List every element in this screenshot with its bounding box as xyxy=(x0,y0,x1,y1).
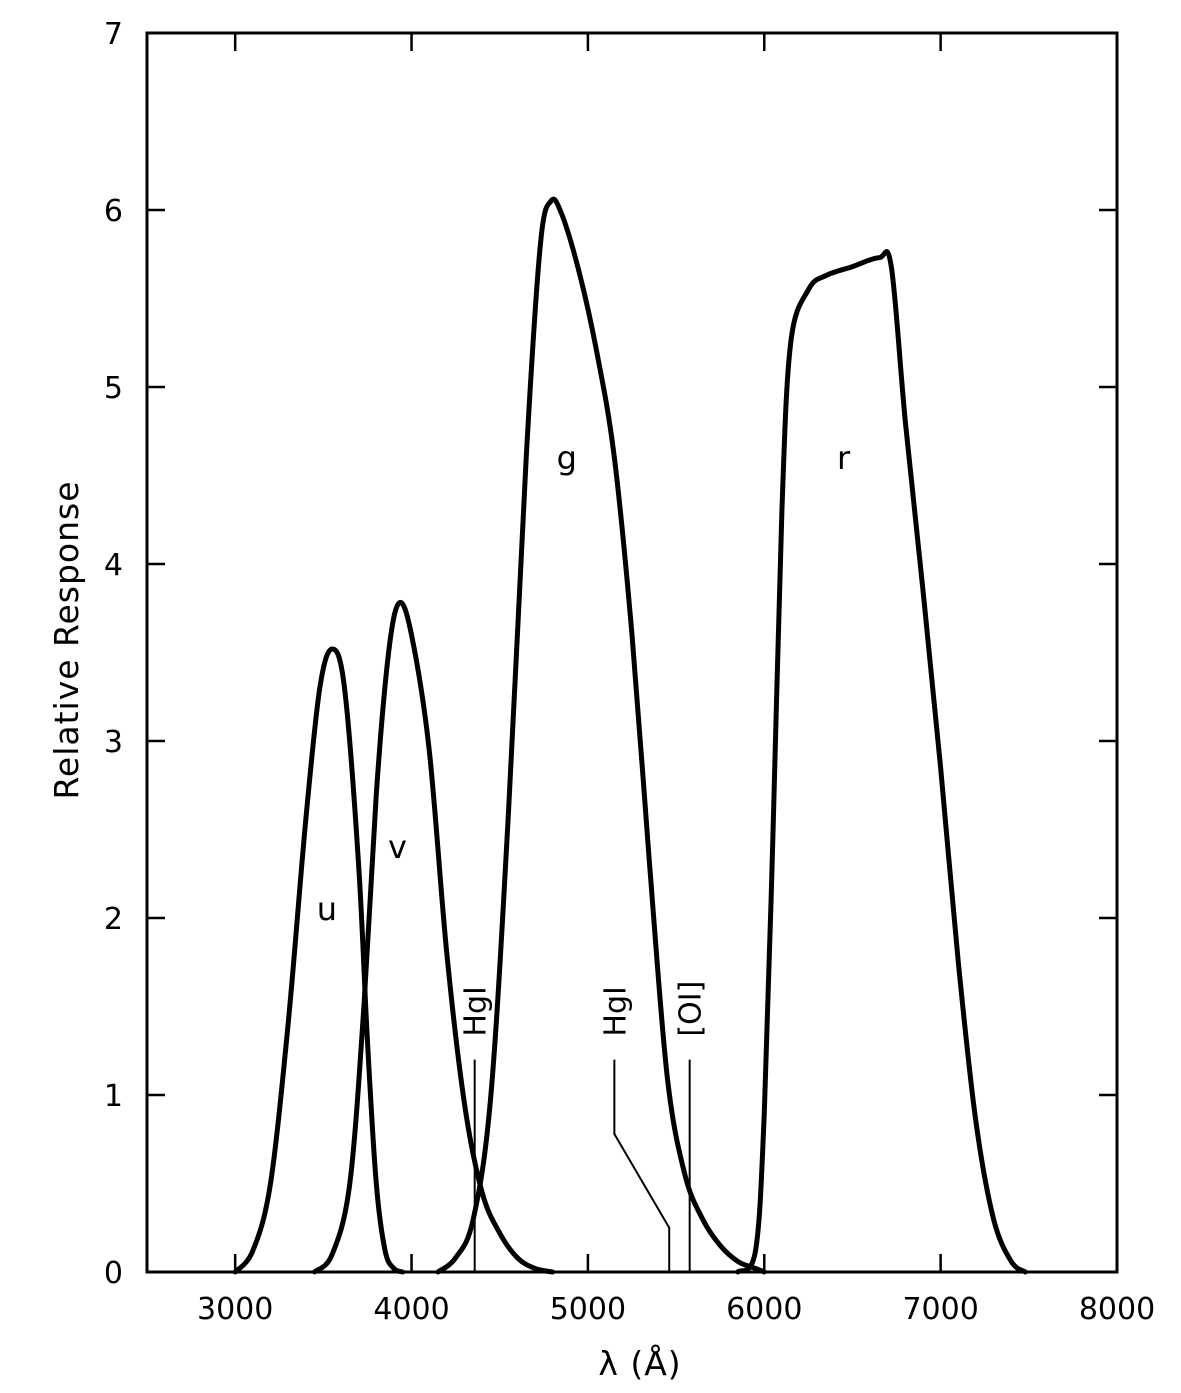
series-label-v: v xyxy=(388,828,407,866)
x-tick-label-3000: 3000 xyxy=(197,1292,273,1327)
line-label-2: [OI] xyxy=(674,981,709,1037)
y-tick-label-7: 7 xyxy=(104,17,123,52)
line-label-0: HgI xyxy=(459,986,494,1036)
curve-r xyxy=(735,249,1028,1275)
y-axis-label: Relative Response xyxy=(47,480,86,799)
x-tick-label-6000: 6000 xyxy=(726,1292,802,1327)
line-label-1: HgI xyxy=(598,986,633,1036)
x-tick-label-5000: 5000 xyxy=(550,1292,626,1327)
y-tick-label-6: 6 xyxy=(104,194,123,229)
response-curves xyxy=(232,196,1028,1275)
axis-ticks xyxy=(147,31,1119,1274)
x-tick-label-4000: 4000 xyxy=(373,1292,449,1327)
y-tick-label-5: 5 xyxy=(104,371,123,406)
x-tick-label-7000: 7000 xyxy=(902,1292,978,1327)
series-label-r: r xyxy=(837,439,851,477)
y-tick-label-0: 0 xyxy=(104,1256,123,1291)
x-axis-label: λ (Å) xyxy=(598,1343,681,1383)
line-marker-1 xyxy=(613,1059,671,1272)
series-label-g: g xyxy=(557,439,577,477)
y-tick-label-3: 3 xyxy=(104,725,123,760)
emission-line-markers: HgI HgI [OI] xyxy=(459,981,709,1272)
plot-frame xyxy=(145,31,1119,1274)
curve-g xyxy=(435,196,767,1275)
curve-v xyxy=(312,599,556,1275)
series-label-u: u xyxy=(317,890,337,928)
y-tick-label-1: 1 xyxy=(104,1079,123,1114)
curve-u xyxy=(232,646,406,1275)
x-tick-labels: 3000 4000 5000 6000 7000 8000 xyxy=(197,1292,1155,1327)
y-tick-labels: 0 1 2 3 4 5 6 7 xyxy=(104,17,123,1291)
series-labels: u v g r xyxy=(317,439,851,928)
y-tick-label-2: 2 xyxy=(104,902,123,937)
y-tick-label-4: 4 xyxy=(104,548,123,583)
x-tick-label-8000: 8000 xyxy=(1079,1292,1155,1327)
